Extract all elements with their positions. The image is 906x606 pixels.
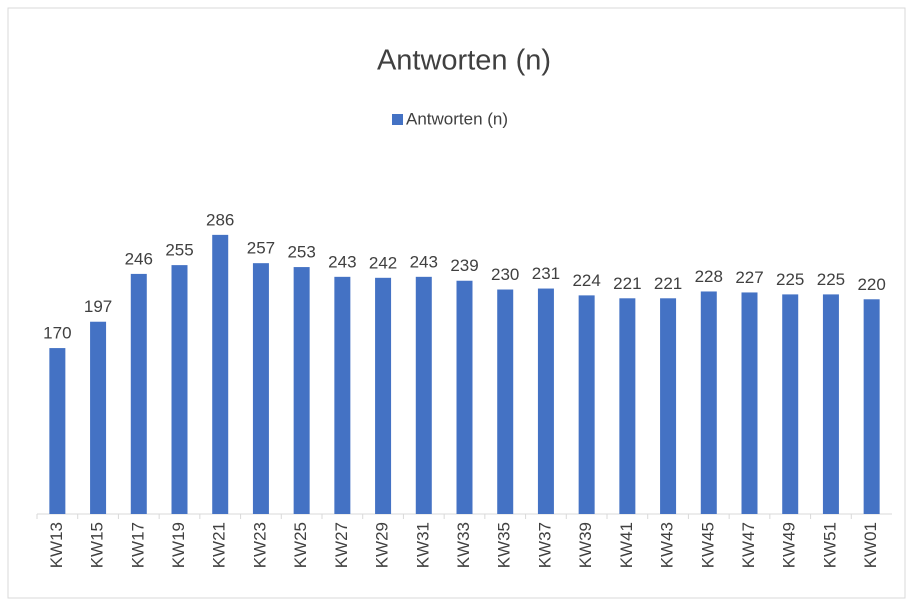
bar [619, 298, 636, 514]
data-label: 220 [857, 275, 885, 294]
data-label: 197 [84, 297, 112, 316]
bar [171, 265, 188, 514]
bar [130, 273, 147, 514]
x-tick-label: KW51 [820, 522, 839, 568]
x-tick-label: KW41 [617, 522, 636, 568]
x-tick-label: KW29 [373, 522, 392, 568]
x-tick-label: KW27 [332, 522, 351, 568]
data-label: 243 [328, 252, 356, 271]
bar [334, 276, 351, 514]
x-tick-label: KW13 [47, 522, 66, 568]
bar [49, 348, 66, 514]
bar [822, 294, 839, 514]
data-label: 242 [369, 253, 397, 272]
bar [741, 292, 758, 514]
bar [537, 288, 554, 514]
bar [252, 263, 269, 514]
x-tick-label: KW49 [780, 522, 799, 568]
x-tick-label: KW39 [576, 522, 595, 568]
bar [660, 298, 677, 514]
data-label: 221 [654, 274, 682, 293]
data-label: 243 [410, 252, 438, 271]
x-tick-label: KW43 [658, 522, 677, 568]
x-tick-label: KW35 [495, 522, 514, 568]
data-label: 225 [776, 270, 804, 289]
chart-title: Antworten (n) [377, 45, 551, 77]
data-label: 257 [247, 239, 275, 258]
x-tick-label: KW15 [88, 522, 107, 568]
x-tick-label: KW01 [861, 522, 880, 568]
data-label: 286 [206, 210, 234, 229]
data-label: 239 [450, 256, 478, 275]
x-tick-label: KW37 [535, 522, 554, 568]
x-tick-label: KW25 [291, 522, 310, 568]
x-tick-label: KW45 [698, 522, 717, 568]
data-label: 221 [613, 274, 641, 293]
bar [578, 295, 595, 514]
data-label: 170 [43, 324, 71, 343]
bar [212, 234, 229, 514]
data-label: 224 [572, 271, 600, 290]
bar [782, 294, 799, 514]
bar [415, 276, 432, 514]
data-label: 255 [165, 241, 193, 260]
data-label: 227 [735, 268, 763, 287]
x-tick-label: KW31 [413, 522, 432, 568]
data-label: 253 [287, 243, 315, 262]
data-label: 228 [695, 267, 723, 286]
bar [375, 277, 392, 514]
data-label: 230 [491, 265, 519, 284]
x-tick-label: KW23 [250, 522, 269, 568]
bar [456, 280, 473, 514]
legend-swatch [392, 114, 403, 125]
bar [700, 291, 717, 514]
data-label: 231 [532, 264, 560, 283]
x-tick-label: KW47 [739, 522, 758, 568]
x-tick-label: KW33 [454, 522, 473, 568]
bar [863, 299, 880, 514]
legend-label: Antworten (n) [406, 109, 508, 128]
bar [293, 267, 310, 514]
x-tick-label: KW19 [169, 522, 188, 568]
x-tick-label: KW21 [210, 522, 229, 568]
data-label: 246 [125, 249, 153, 268]
data-label: 225 [817, 270, 845, 289]
bar [90, 321, 107, 514]
x-tick-label: KW17 [128, 522, 147, 568]
bar [497, 289, 514, 514]
